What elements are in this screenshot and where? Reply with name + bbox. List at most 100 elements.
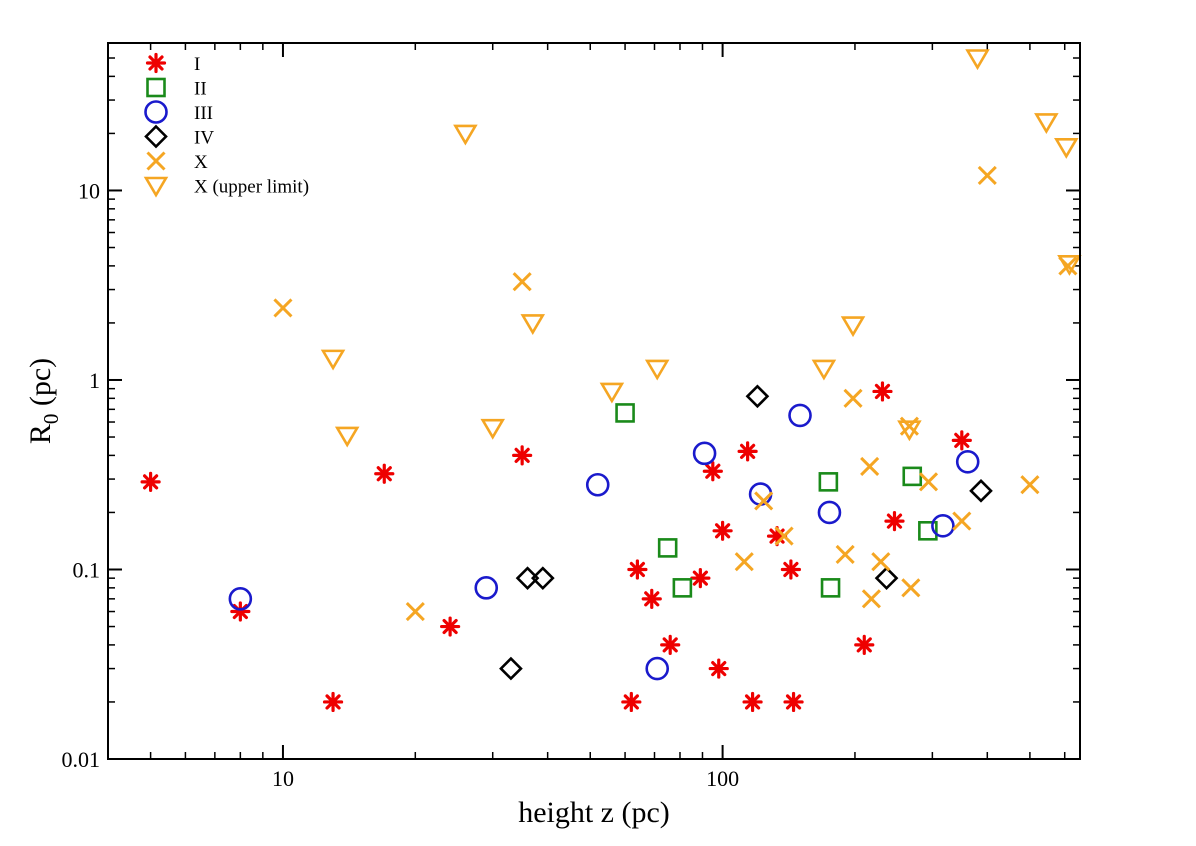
data-point (901, 578, 921, 598)
data-point (780, 559, 801, 580)
data-point (627, 559, 648, 580)
data-point (818, 472, 839, 492)
data-point (515, 566, 540, 590)
legend-label: X (upper limit) (194, 177, 309, 198)
data-point (951, 430, 972, 451)
data-point (840, 316, 866, 338)
data-point (897, 420, 922, 442)
data-point (453, 124, 478, 146)
data-point (754, 491, 774, 511)
data-point (230, 601, 251, 622)
legend-item: IV (144, 124, 214, 149)
data-point (931, 514, 955, 538)
data-point (952, 511, 972, 531)
data-point (748, 482, 773, 506)
data-point (734, 552, 754, 572)
y-tick-label: 10 (78, 178, 100, 203)
data-point (405, 601, 425, 622)
legend-label: III (194, 103, 213, 124)
data-point (615, 403, 635, 423)
y-axis-title-unit: (pc) (24, 358, 57, 414)
legend-item: II (146, 77, 207, 100)
data-point (788, 403, 812, 428)
data-point (440, 616, 461, 637)
data-point (871, 552, 891, 572)
series-x-upper-limit (320, 49, 1082, 448)
data-point (672, 578, 693, 598)
data-point (902, 466, 923, 487)
data-point (273, 298, 293, 318)
data-point (854, 634, 875, 656)
data-points (140, 49, 1082, 713)
data-point (774, 526, 794, 546)
data-point (480, 418, 505, 440)
y-tick-label: 0.01 (62, 747, 101, 772)
legend-marker (144, 124, 168, 149)
y-axis-title-main: R (24, 424, 57, 444)
data-point (140, 471, 161, 492)
data-point (530, 566, 555, 590)
data-point (374, 463, 395, 484)
data-point (520, 314, 546, 335)
legend-marker (146, 151, 166, 171)
data-point (660, 634, 681, 656)
data-point (783, 691, 804, 713)
data-point (512, 272, 532, 292)
legend-marker (143, 176, 169, 198)
series-x (273, 165, 1078, 622)
data-point (1034, 113, 1059, 134)
data-point (690, 568, 711, 589)
data-point (228, 587, 253, 611)
data-point (965, 49, 990, 71)
data-point (872, 381, 893, 402)
legend-label: II (194, 79, 207, 100)
legend-item: X (upper limit) (143, 176, 309, 198)
data-point (474, 576, 499, 600)
x-axis-title: height z (pc) (518, 796, 670, 829)
data-point (811, 359, 837, 381)
legend-marker (146, 77, 166, 98)
data-point (918, 472, 939, 492)
legend-item: III (144, 100, 213, 124)
y-tick-label: 1 (89, 368, 100, 393)
y-axis-title-subscript: 0 (39, 414, 63, 425)
data-point (1054, 137, 1079, 159)
data-point (860, 456, 880, 476)
data-point (874, 566, 899, 590)
x-tick-label: 10 (272, 766, 294, 791)
data-point (843, 388, 863, 408)
series-ii (615, 403, 938, 598)
legend-label: IV (194, 128, 214, 149)
data-point (334, 426, 360, 448)
data-point (320, 349, 346, 371)
data-point (692, 441, 717, 466)
data-point (817, 500, 842, 525)
series-iv (499, 384, 993, 681)
data-point (645, 656, 670, 681)
data-point (884, 511, 905, 532)
axis-ticks: 10 100 0.01 0.1 1 10 (62, 42, 1080, 791)
data-point (702, 461, 723, 482)
data-point (955, 450, 980, 474)
data-point (737, 441, 758, 462)
legend-marker (145, 52, 167, 74)
x-tick-label: 100 (706, 766, 739, 791)
data-point (742, 691, 763, 713)
series-i (140, 381, 972, 713)
data-point (969, 479, 993, 503)
data-point (745, 384, 770, 409)
data-point (977, 165, 997, 186)
legend-item: X (146, 151, 208, 173)
data-point (835, 544, 855, 565)
data-point (322, 691, 344, 713)
plot-frame (107, 42, 1081, 760)
series-iii (228, 403, 980, 681)
data-point (657, 538, 678, 558)
data-point (1057, 255, 1082, 276)
data-point (499, 656, 523, 681)
data-point (918, 521, 938, 541)
data-point (621, 691, 642, 713)
data-point (1020, 475, 1040, 495)
data-point (585, 472, 610, 497)
